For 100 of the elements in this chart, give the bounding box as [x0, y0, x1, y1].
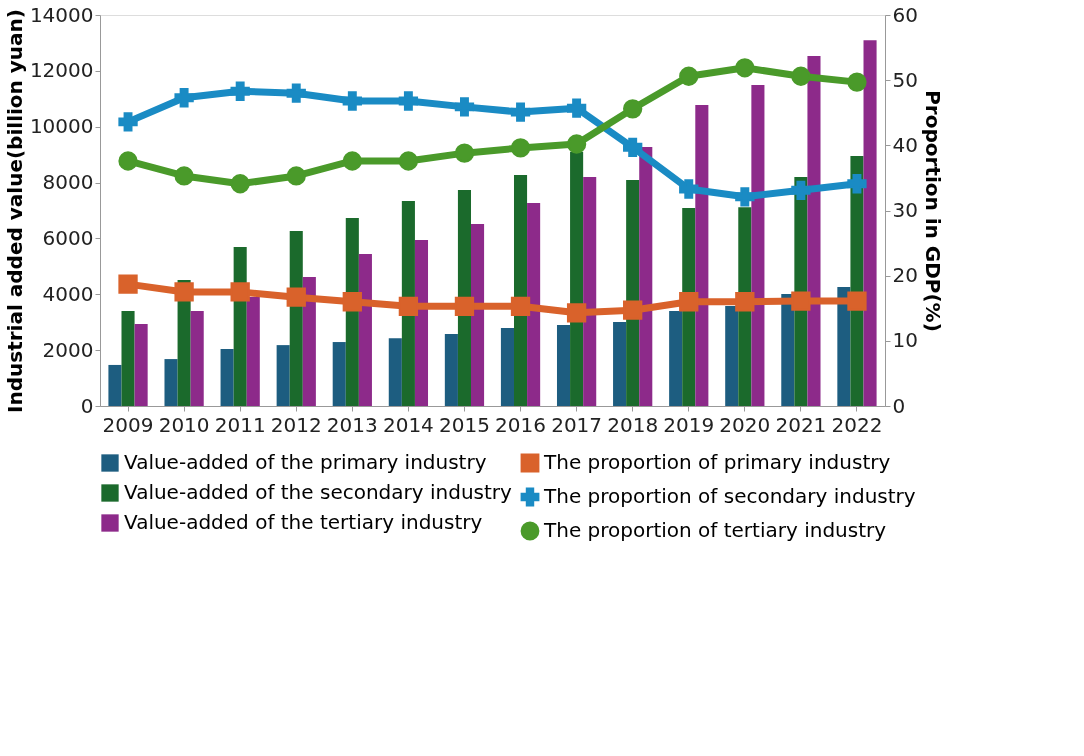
point: [398, 151, 419, 171]
point: [342, 151, 362, 171]
point: [174, 166, 194, 186]
point: [510, 296, 531, 316]
bar: [332, 342, 346, 406]
bar: [863, 40, 877, 406]
y-tick-label: 4000: [42, 281, 94, 306]
bar: [457, 190, 472, 406]
bar: [358, 254, 372, 406]
bar: [388, 338, 402, 406]
y-axis-title: Industrial added value(billion yuan): [2, 9, 27, 413]
legend-label: The proportion of tertiary industry: [543, 518, 887, 542]
x-tick-label: 2015: [439, 412, 490, 437]
bar: [570, 151, 584, 406]
point: [342, 292, 362, 312]
point: [174, 282, 194, 302]
x-tick-label: 2016: [495, 412, 546, 437]
bar: [190, 311, 204, 406]
bar: [837, 287, 851, 406]
point: [566, 134, 587, 154]
point: [510, 138, 531, 158]
point: [791, 180, 811, 200]
point: [679, 66, 699, 86]
x-tick-label: 2013: [326, 412, 378, 437]
bar: [164, 359, 178, 406]
y-tick-label: 6000: [42, 225, 94, 250]
bar: [751, 85, 765, 406]
point: [118, 151, 138, 171]
legend-label: Value-added of the primary industry: [124, 450, 487, 474]
point: [230, 81, 250, 101]
point: [623, 300, 643, 320]
y-tick-label: 10000: [29, 114, 94, 139]
bar: [725, 306, 739, 406]
bar: [401, 201, 415, 406]
point: [454, 143, 475, 163]
bar: [134, 323, 148, 406]
x-tick-label: 2012: [270, 412, 322, 437]
x-tick-label: 2022: [831, 412, 883, 437]
x-tick-label: 2019: [663, 412, 715, 437]
point: [566, 303, 587, 323]
legend-label: Value-added of the tertiary industry: [124, 510, 483, 534]
bar: [220, 349, 234, 406]
bar: [471, 223, 485, 406]
x-tick-label: 2014: [382, 412, 434, 437]
point: [679, 292, 699, 312]
y2-tick-label: 20: [892, 263, 918, 288]
point: [286, 287, 306, 307]
x-tick-label: 2018: [607, 412, 659, 437]
x-tick-label: 2017: [551, 412, 603, 437]
x-tick-label: 2021: [775, 412, 827, 437]
bar: [556, 325, 571, 406]
y2-tick-label: 60: [892, 2, 918, 27]
point: [623, 137, 643, 157]
point: [398, 296, 419, 316]
y-tick-label: 12000: [29, 58, 94, 83]
point: [847, 72, 867, 92]
bar: [669, 311, 683, 406]
legend-label: Value-added of the secondary industry: [124, 480, 513, 504]
point: [735, 187, 755, 207]
point: [118, 274, 138, 294]
bar: [807, 56, 821, 406]
legend-label: The proportion of secondary industry: [543, 484, 916, 508]
legend-label: The proportion of primary industry: [543, 450, 891, 474]
bar: [527, 202, 541, 406]
bar: [121, 311, 135, 406]
bar: [626, 180, 640, 406]
bar: [613, 321, 627, 406]
x-tick-label: 2011: [214, 412, 266, 437]
bar: [513, 175, 528, 406]
x-tick-label: 2009: [102, 412, 154, 437]
y-tick-label: 8000: [42, 170, 94, 195]
y-tick-label: 2000: [42, 337, 94, 362]
y2-tick-label: 10: [892, 328, 918, 353]
bar: [639, 147, 653, 406]
y2-axis-title: Proportion in GDP(%): [920, 90, 945, 332]
point: [286, 166, 306, 186]
bar: [345, 218, 359, 406]
y-tick-label: 0: [80, 393, 94, 418]
x-tick-label: 2010: [158, 412, 210, 437]
point: [791, 66, 811, 86]
bar: [108, 364, 122, 406]
bar: [781, 294, 795, 406]
y2-tick-label: 30: [892, 198, 918, 222]
point: [454, 296, 475, 316]
point: [566, 98, 587, 118]
point: [623, 99, 643, 119]
y2-tick-label: 40: [892, 132, 918, 157]
bar: [246, 297, 260, 406]
bar: [276, 345, 290, 406]
point: [510, 102, 531, 122]
bar: [444, 333, 458, 406]
point: [230, 282, 250, 302]
y2-tick-label: 0: [892, 393, 906, 418]
bar: [302, 276, 316, 406]
point: [847, 174, 867, 194]
point: [735, 58, 755, 78]
point: [286, 83, 306, 103]
y-tick-label: 14000: [29, 2, 94, 27]
point: [118, 112, 138, 132]
point: [454, 97, 475, 117]
